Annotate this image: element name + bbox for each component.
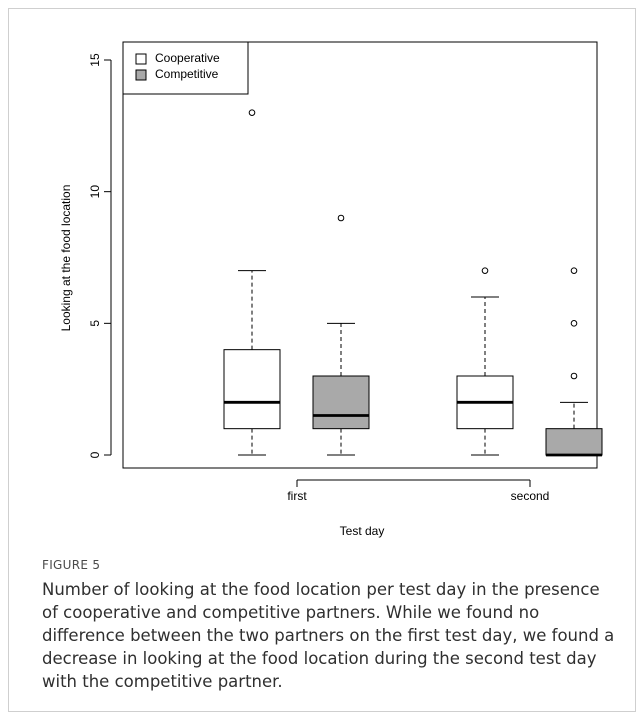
box-plot: 0 5 10 15 first second Test day Looking at the … [59,41,603,538]
y-tick-label: 5 [88,320,102,327]
y-axis-title: Looking at the food location [59,185,73,332]
outlier-point [481,267,489,274]
box-competitive-first [312,214,370,456]
plot-axes: 0 5 10 15 first second Test day Looking at the … [59,41,598,538]
legend: Cooperative Competitive [122,41,249,95]
outlier-point [248,109,256,116]
x-tick-label: second [511,489,550,503]
plot-marks [223,109,603,457]
box-competitive-second [545,267,603,457]
legend-swatch [135,69,147,81]
box-cooperative-first [223,109,281,456]
y-tick-label: 15 [88,53,102,67]
x-axis-title: Test day [340,524,385,538]
figure-caption: Number of looking at the food location p… [42,580,615,691]
figure-frame [8,8,636,712]
legend-label: Competitive [155,67,219,81]
legend-box [122,41,249,95]
x-tick-label: first [287,489,307,503]
outlier-point [570,320,578,327]
box-iqr [312,375,370,430]
legend-swatch [135,53,147,65]
box-cooperative-second [456,267,514,456]
plot-border [122,41,598,469]
figure-label: FIGURE 5 [42,558,101,572]
box-iqr [545,428,603,456]
legend-label: Cooperative [155,51,220,65]
outlier-point [570,267,578,274]
box-iqr [223,349,281,430]
outlier-point [337,214,345,222]
y-tick-label: 10 [88,185,102,199]
y-tick-label: 0 [88,451,102,458]
outlier-point [570,372,578,380]
